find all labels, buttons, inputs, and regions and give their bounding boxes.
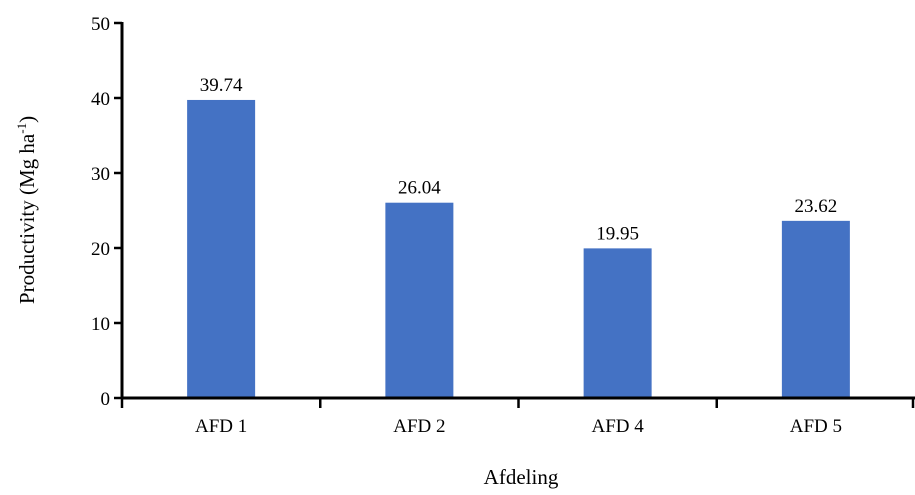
bars-layer <box>187 99 850 398</box>
data-label-3: 19.95 <box>596 223 639 244</box>
x-tick-label-4: AFD 5 <box>790 416 842 437</box>
x-axis-title: Afdeling <box>484 465 559 489</box>
x-tick-label-2: AFD 2 <box>393 416 445 437</box>
labels-layer: 39.74 AFD 1 26.04 AFD 2 19.95 AFD 4 23.62 AFD 5… <box>91 14 842 437</box>
data-label-4: 23.62 <box>795 196 838 217</box>
bar-2 <box>385 202 454 398</box>
y-tick-label-4: 40 <box>91 89 110 110</box>
y-axis-title-superscript: -1 <box>14 123 29 134</box>
x-tick-label-3: AFD 4 <box>591 416 644 437</box>
y-axis-title-main: Productivity (Mg ha <box>15 133 39 304</box>
y-axis-title-end: ) <box>15 116 39 123</box>
data-label-1: 39.74 <box>200 75 243 96</box>
axes-layer <box>114 21 915 408</box>
x-tick-label-1: AFD 1 <box>195 416 247 437</box>
y-tick-label-2: 20 <box>91 239 110 260</box>
y-tick-label-1: 10 <box>91 314 110 335</box>
bar-3 <box>583 248 652 398</box>
y-tick-label-5: 50 <box>91 14 110 35</box>
y-axis-title: Productivity (Mg ha-1) <box>14 116 39 304</box>
data-label-2: 26.04 <box>398 178 441 199</box>
y-tick-label-0: 0 <box>101 389 111 410</box>
y-tick-label-3: 30 <box>91 164 110 185</box>
bar-1 <box>187 99 256 398</box>
bar-4 <box>781 220 850 398</box>
